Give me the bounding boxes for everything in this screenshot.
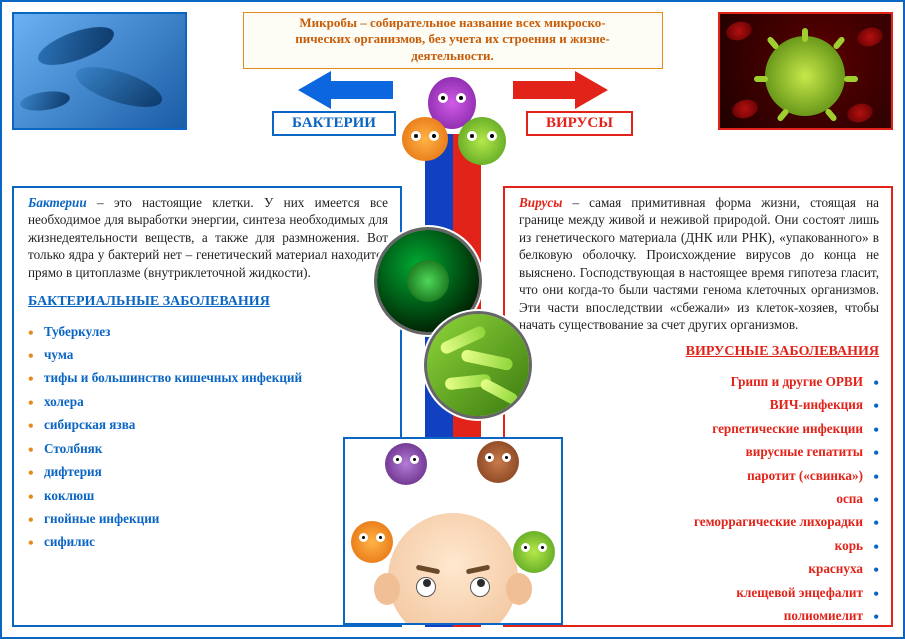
list-item: Грипп и другие ОРВИ — [519, 370, 879, 393]
virus-hero-image — [718, 12, 893, 130]
list-item: клещевой энцефалит — [519, 581, 879, 604]
list-item: краснуха — [519, 557, 879, 580]
list-item: холера — [28, 390, 388, 413]
headline-line3: деятельности. — [254, 48, 652, 64]
cartoon-head — [388, 513, 518, 625]
list-item: коклюш — [28, 484, 388, 507]
bacteria-definition: Бактерии – это настоящие клетки. У них и… — [28, 194, 388, 281]
bacteria-section-title: БАКТЕРИАЛЬНЫЕ ЗАБОЛЕВАНИЯ — [28, 293, 388, 311]
germ-icon — [385, 443, 427, 485]
list-item: герпетические инфекции — [519, 417, 879, 440]
germ-icon — [513, 531, 555, 573]
bacteria-bubble-image — [427, 314, 529, 416]
viruses-label: ВИРУСЫ — [526, 111, 633, 136]
germ-icon — [351, 521, 393, 563]
list-item: сифилис — [28, 530, 388, 553]
viruses-disease-list: Грипп и другие ОРВИ ВИЧ-инфекция герпети… — [519, 370, 879, 628]
list-item: Туберкулез — [28, 320, 388, 343]
headline-line2: пических организмов, без учета их строен… — [254, 31, 652, 47]
arrow-right-icon — [513, 75, 608, 105]
list-item: Столбняк — [28, 437, 388, 460]
headline-box: Микробы – собирательное название всех ми… — [243, 12, 663, 69]
list-item: сибирская язва — [28, 413, 388, 436]
list-item: полиомиелит — [519, 604, 879, 627]
list-item: чума — [28, 343, 388, 366]
list-item: вирусные гепатиты — [519, 440, 879, 463]
viruses-section-title: ВИРУСНЫЕ ЗАБОЛЕВАНИЯ — [519, 343, 879, 361]
list-item: оспа — [519, 487, 879, 510]
germ-icon — [477, 441, 519, 483]
microbe-mascots — [398, 77, 508, 182]
bacteria-term: Бактерии — [28, 195, 87, 210]
infected-head-image — [343, 437, 563, 625]
list-item: тифы и большинство кишечных инфекций — [28, 366, 388, 389]
list-item: гнойные инфекции — [28, 507, 388, 530]
arrow-left-icon — [298, 75, 393, 105]
list-item: геморрагические лихорадки — [519, 510, 879, 533]
list-item: дифтерия — [28, 460, 388, 483]
bacteria-hero-image — [12, 12, 187, 130]
viruses-definition: Вирусы – самая примитивная форма жизни, … — [519, 194, 879, 333]
headline-line1: Микробы – собирательное название всех ми… — [254, 15, 652, 31]
list-item: ВИЧ-инфекция — [519, 393, 879, 416]
bacteria-label: БАКТЕРИИ — [272, 111, 396, 136]
viruses-term: Вирусы — [519, 195, 562, 210]
list-item: паротит («свинка») — [519, 464, 879, 487]
list-item: корь — [519, 534, 879, 557]
bacteria-disease-list: Туберкулез чума тифы и большинство кишеч… — [28, 320, 388, 554]
